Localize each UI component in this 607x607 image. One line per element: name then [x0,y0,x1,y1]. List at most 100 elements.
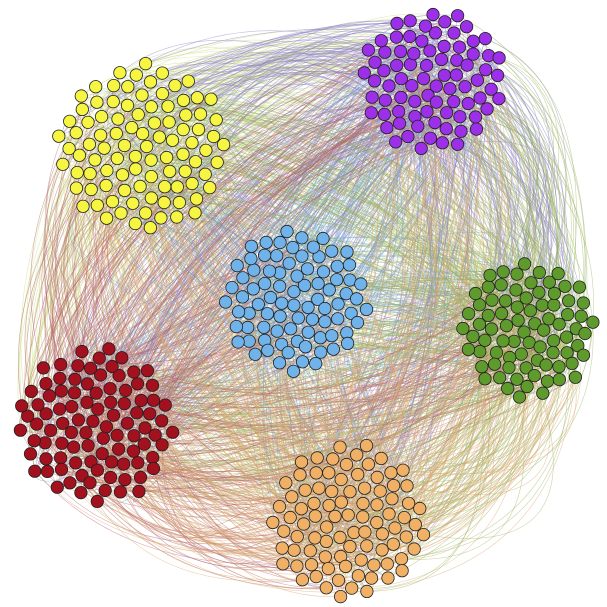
graph-node [143,221,157,235]
graph-node [453,110,467,124]
graph-node [351,467,365,482]
graph-node [552,372,567,387]
graph-node [272,356,287,370]
graph-node [333,440,347,454]
graph-node [461,96,475,111]
graph-node [382,79,396,93]
graph-node [475,360,489,374]
graph-node [440,106,454,120]
graph-node [83,167,97,181]
graph-node [309,569,323,584]
graph-node [384,466,398,480]
graph-edge [108,348,390,534]
graph-node [507,334,521,348]
graph-node [359,438,374,453]
graph-node [571,338,585,353]
graph-node [370,515,384,530]
community-purple [357,7,506,155]
graph-edge [161,444,375,573]
graph-node [295,249,309,263]
graph-node [64,425,79,439]
graph-node [364,106,378,120]
graph-node [389,30,404,44]
graph-edge [485,69,577,315]
graph-node [426,7,440,22]
graph-edge [108,348,291,518]
graph-node [56,157,70,171]
graph-node [179,108,193,122]
graph-node [378,93,392,107]
graph-node [257,248,272,262]
graph-node [450,137,465,151]
graph-edge [485,69,567,283]
graph-edge [79,155,341,557]
graph-node [263,290,278,305]
graph-node [542,275,556,289]
graph-edge [487,108,547,301]
graph-node [460,58,474,72]
graph-node [319,534,333,549]
graph-node [322,466,336,480]
graph-node [132,484,146,498]
graph-node [297,517,311,531]
graph-node [308,509,322,523]
graph-node [334,495,348,509]
graph-node [84,361,98,375]
graph-node [413,501,427,516]
graph-node [258,276,272,291]
graph-node [560,307,575,322]
graph-node [333,530,347,545]
graph-node [318,315,332,329]
graph-node [428,26,442,40]
graph-node [535,298,549,312]
graph-node [75,344,89,359]
graph-node [318,550,332,564]
graph-node [280,224,294,239]
graph-node [131,108,145,122]
graph-node [266,515,280,530]
graph-edge [264,23,398,256]
graph-node [168,79,182,93]
graph-node [163,164,177,178]
graph-node [377,64,391,78]
graph-edge [106,71,437,219]
graph-node [190,91,204,105]
graph-node [411,119,425,133]
graph-node [485,293,499,307]
graph-node [242,334,256,348]
graph-node [479,63,493,77]
graph-node [339,287,353,301]
graph-node [510,300,524,314]
graph-node [405,79,419,93]
graph-node [466,329,480,343]
graph-node [312,481,326,495]
graph-node [146,450,160,465]
graph-edge [328,340,486,474]
graph-node [480,102,494,116]
graph-node [370,498,384,512]
graph-edge [286,223,518,275]
graph-node [144,170,158,184]
graph-node [185,176,199,191]
graph-node [304,558,319,572]
graph-node [68,372,82,386]
graph-node [536,386,550,400]
graph-node [52,402,67,416]
graph-node [76,199,90,213]
graph-node [483,268,497,282]
graph-node [53,371,67,385]
graph-node [74,89,88,103]
graph-node [350,448,364,462]
graph-edge [138,312,250,372]
graph-edge [382,323,543,535]
graph-edge [349,377,501,547]
community-orange [266,438,431,604]
graph-node [117,457,131,471]
graph-node [539,358,553,372]
graph-node [251,297,265,311]
graph-node [247,263,261,277]
graph-node [191,122,206,136]
graph-node [94,368,108,382]
graph-node [458,80,472,94]
graph-node [113,485,128,499]
